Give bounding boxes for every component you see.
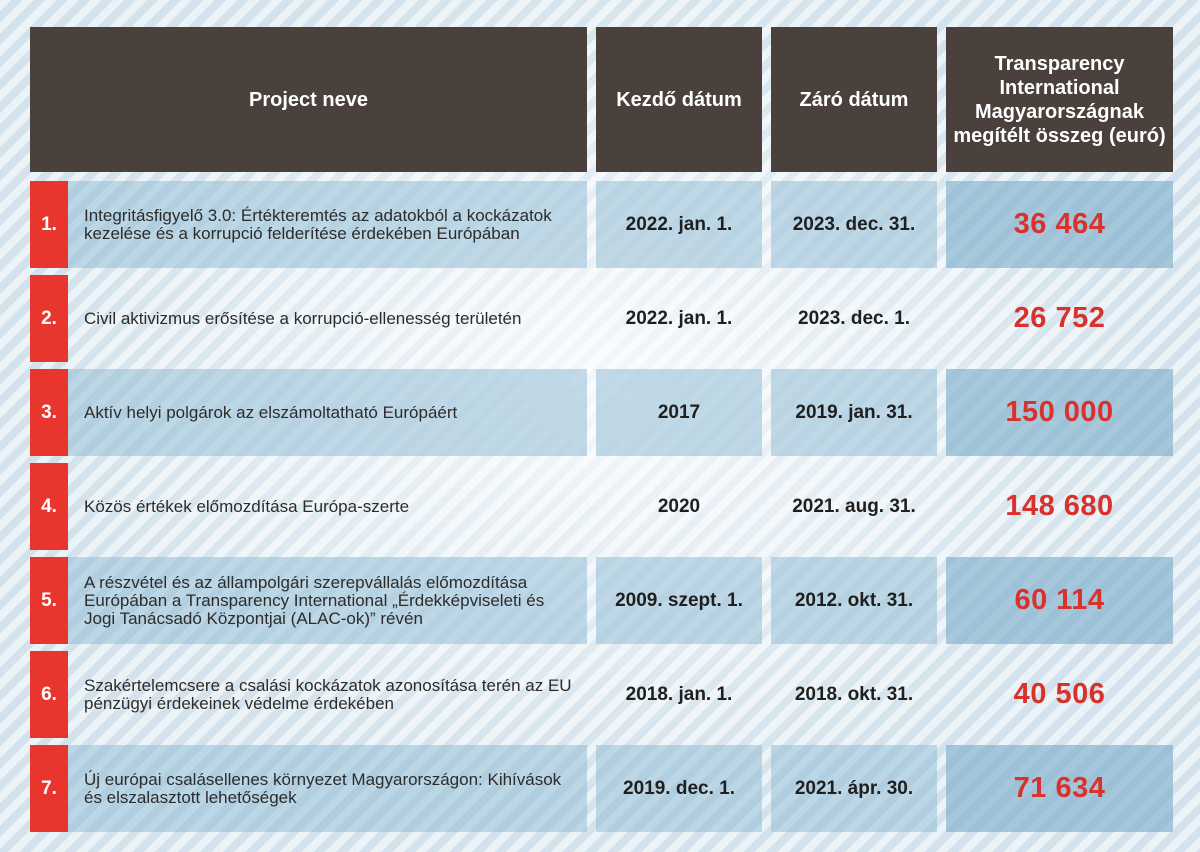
table-row: 3. Aktív helyi polgárok az elszámoltatha… (30, 369, 1173, 456)
header-end-date: Záró dátum (771, 27, 937, 172)
table-body: 1. Integritásfigyelő 3.0: Értékteremtés … (30, 181, 1173, 839)
row-start-date: 2019. dec. 1. (596, 745, 762, 832)
table-row: 2. Civil aktivizmus erősítése a korrupci… (30, 275, 1173, 362)
row-number: 7. (30, 745, 68, 832)
row-start-date: 2020 (657, 495, 701, 517)
row-number: 5. (30, 557, 68, 644)
projects-table: Project neve Kezdő dátum Záró dátum Tran… (30, 27, 1173, 839)
row-amount: 36 464 (946, 181, 1173, 268)
row-end-date: 2023. dec. 1. (798, 307, 910, 329)
row-number: 3. (30, 369, 68, 456)
row-amount: 150 000 (946, 369, 1173, 456)
row-number: 2. (30, 275, 68, 362)
row-number: 1. (30, 181, 68, 268)
row-project-name: Aktív helyi polgárok az elszámoltatható … (68, 369, 587, 456)
header-project-name: Project neve (30, 27, 587, 172)
row-end-date: 2021. ápr. 30. (771, 745, 937, 832)
row-end-date: 2019. jan. 31. (771, 369, 937, 456)
row-amount: 60 114 (946, 557, 1173, 644)
header-start-date: Kezdő dátum (596, 27, 762, 172)
row-end-date: 2018. okt. 31. (794, 683, 914, 705)
row-start-date: 2018. jan. 1. (625, 683, 733, 705)
table-row: 1. Integritásfigyelő 3.0: Értékteremtés … (30, 181, 1173, 268)
row-start-date: 2009. szept. 1. (596, 557, 762, 644)
row-end-date: 2012. okt. 31. (771, 557, 937, 644)
table-row: 7. Új európai csalásellenes környezet Ma… (30, 745, 1173, 832)
row-project-name: Szakértelemcsere a csalási kockázatok az… (84, 675, 572, 713)
row-end-date: 2021. aug. 31. (792, 495, 916, 517)
row-start-date: 2017 (596, 369, 762, 456)
row-project-name: Közös értékek előmozdítása Európa-szerte (84, 496, 410, 516)
header-amount: Transparency International Magyarországn… (946, 27, 1173, 172)
row-amount: 40 506 (1013, 678, 1106, 710)
table-row: 4. Közös értékek előmozdítása Európa-sze… (30, 463, 1173, 550)
table-header: Project neve Kezdő dátum Záró dátum Tran… (30, 27, 1173, 172)
row-start-date: 2022. jan. 1. (625, 307, 733, 329)
row-end-date: 2023. dec. 31. (771, 181, 937, 268)
row-project-name: Civil aktivizmus erősítése a korrupció-e… (84, 308, 522, 328)
row-amount: 71 634 (946, 745, 1173, 832)
table-row: 6. Szakértelemcsere a csalási kockázatok… (30, 651, 1173, 738)
row-start-date: 2022. jan. 1. (596, 181, 762, 268)
row-number: 4. (30, 463, 68, 550)
row-project-name: Új európai csalásellenes környezet Magya… (68, 745, 587, 832)
table-row: 5. A részvétel és az állampolgári szerep… (30, 557, 1173, 644)
row-number: 6. (30, 651, 68, 738)
row-amount: 26 752 (1013, 302, 1106, 334)
row-project-name: A részvétel és az állampolgári szerepvál… (68, 557, 587, 644)
row-project-name: Integritásfigyelő 3.0: Értékteremtés az … (68, 181, 587, 268)
row-amount: 148 680 (1005, 490, 1114, 522)
